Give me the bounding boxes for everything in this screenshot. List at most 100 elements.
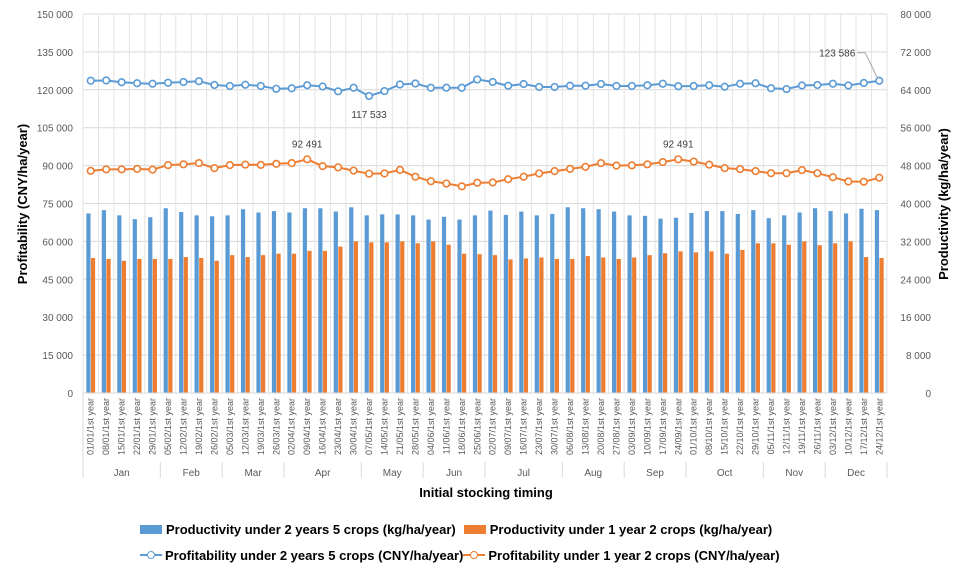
bar bbox=[709, 251, 714, 393]
line-marker bbox=[596, 79, 606, 89]
line-marker bbox=[643, 160, 652, 169]
y-right-tick-label: 80 000 bbox=[900, 10, 931, 21]
bar bbox=[291, 253, 297, 393]
bars bbox=[86, 207, 884, 393]
bar bbox=[627, 215, 632, 393]
line-marker bbox=[813, 80, 822, 90]
month-label: Feb bbox=[183, 468, 201, 479]
y-axis-left-ticks: 0 15 000 30 000 45 000 60 000 75 000 90 000 105… bbox=[37, 10, 74, 400]
month-label: May bbox=[383, 468, 402, 479]
bar bbox=[152, 258, 157, 393]
x-tick-label: 17/09/1st year bbox=[658, 398, 668, 455]
line-marker bbox=[102, 165, 111, 174]
x-tick-label: 14/05/1st year bbox=[380, 398, 390, 455]
bar bbox=[755, 243, 760, 393]
bar bbox=[581, 208, 586, 393]
bar bbox=[833, 243, 838, 393]
line-marker bbox=[519, 172, 528, 181]
line-marker bbox=[875, 76, 884, 85]
x-axis-title: Initial stocking timing bbox=[419, 485, 553, 500]
line-marker bbox=[473, 75, 482, 84]
x-tick-label: 26/03/1st year bbox=[271, 398, 281, 455]
y-left-tick-label: 45 000 bbox=[42, 275, 73, 286]
line-marker bbox=[643, 81, 652, 90]
bar bbox=[879, 257, 884, 393]
line-marker bbox=[488, 77, 497, 87]
line-marker bbox=[349, 83, 358, 92]
x-tick-label: 05/02/1st year bbox=[163, 398, 173, 455]
bar bbox=[225, 215, 230, 393]
bar bbox=[426, 219, 431, 393]
y-axis-right-title: Productivity (kg/ha/year) bbox=[936, 128, 951, 280]
month-label: Aug bbox=[584, 468, 602, 479]
bar bbox=[261, 255, 266, 393]
line-marker bbox=[457, 182, 466, 191]
line-marker bbox=[303, 155, 312, 164]
bar bbox=[214, 260, 219, 393]
line-marker bbox=[272, 159, 281, 168]
line-marker bbox=[720, 82, 729, 91]
line-marker bbox=[225, 160, 234, 170]
data-label: 123 586 bbox=[819, 49, 856, 60]
bar bbox=[828, 211, 833, 393]
bar bbox=[786, 244, 791, 393]
y-axis-left-title: Profitability (CNY/ha/year) bbox=[15, 124, 30, 284]
bar bbox=[307, 250, 312, 393]
y-right-tick-label: 72 000 bbox=[900, 48, 931, 59]
y-right-tick-label: 16 000 bbox=[900, 313, 931, 324]
line-marker bbox=[411, 172, 420, 181]
line-marker bbox=[504, 175, 513, 184]
x-tick-label: 08/01/1st year bbox=[101, 398, 111, 455]
bar bbox=[740, 249, 745, 393]
x-tick-label: 05/03/1st year bbox=[225, 398, 235, 455]
bar bbox=[86, 213, 91, 393]
line-marker bbox=[442, 83, 451, 92]
bar bbox=[673, 217, 679, 393]
y-left-tick-label: 75 000 bbox=[42, 200, 73, 211]
bar bbox=[724, 253, 730, 393]
x-tick-label: 30/07/1st year bbox=[550, 398, 560, 455]
bar bbox=[642, 215, 648, 393]
x-tick-label: 17/12/1st year bbox=[859, 398, 869, 455]
line-marker bbox=[380, 169, 389, 178]
y-left-tick-label: 0 bbox=[67, 389, 73, 400]
month-label: Nov bbox=[785, 468, 803, 479]
line-marker bbox=[612, 81, 621, 91]
line-marker bbox=[689, 81, 698, 91]
data-label-leader bbox=[857, 52, 878, 78]
x-tick-label: 26/11/1st year bbox=[812, 398, 822, 454]
bar bbox=[848, 241, 853, 393]
y-right-tick-label: 0 bbox=[925, 389, 931, 400]
x-tick-label: 09/07/1st year bbox=[503, 398, 513, 455]
bar bbox=[431, 241, 436, 393]
bar bbox=[318, 208, 323, 393]
line-marker bbox=[133, 79, 142, 88]
data-label: 92 491 bbox=[292, 139, 323, 150]
bar bbox=[864, 257, 869, 393]
bar bbox=[802, 241, 807, 393]
bar bbox=[90, 257, 96, 393]
bar bbox=[477, 254, 482, 393]
line-marker bbox=[163, 78, 173, 87]
bar bbox=[117, 215, 122, 393]
x-tick-label: 19/11/1st year bbox=[797, 398, 807, 454]
x-tick-label: 10/09/1st year bbox=[642, 398, 652, 455]
bar bbox=[245, 257, 250, 393]
line-marker bbox=[875, 173, 884, 182]
legend-item-profitability-1y2c: Profitability under 1 year 2 crops (CNY/… bbox=[463, 548, 780, 563]
bar bbox=[539, 257, 544, 393]
line-marker bbox=[519, 79, 528, 89]
line-marker bbox=[411, 79, 420, 88]
line-marker bbox=[782, 169, 791, 178]
y-right-tick-label: 40 000 bbox=[900, 200, 931, 211]
x-tick-label: 12/11/1st year bbox=[782, 398, 792, 454]
line-marker bbox=[426, 177, 435, 186]
x-tick-label: 03/09/1st year bbox=[627, 398, 637, 455]
line-marker bbox=[504, 81, 513, 90]
bar bbox=[411, 215, 416, 393]
x-tick-label: 12/03/1st year bbox=[240, 398, 250, 455]
bar bbox=[256, 212, 261, 393]
line-marker bbox=[844, 177, 853, 186]
legend-line-marker-blue-icon bbox=[140, 550, 162, 560]
